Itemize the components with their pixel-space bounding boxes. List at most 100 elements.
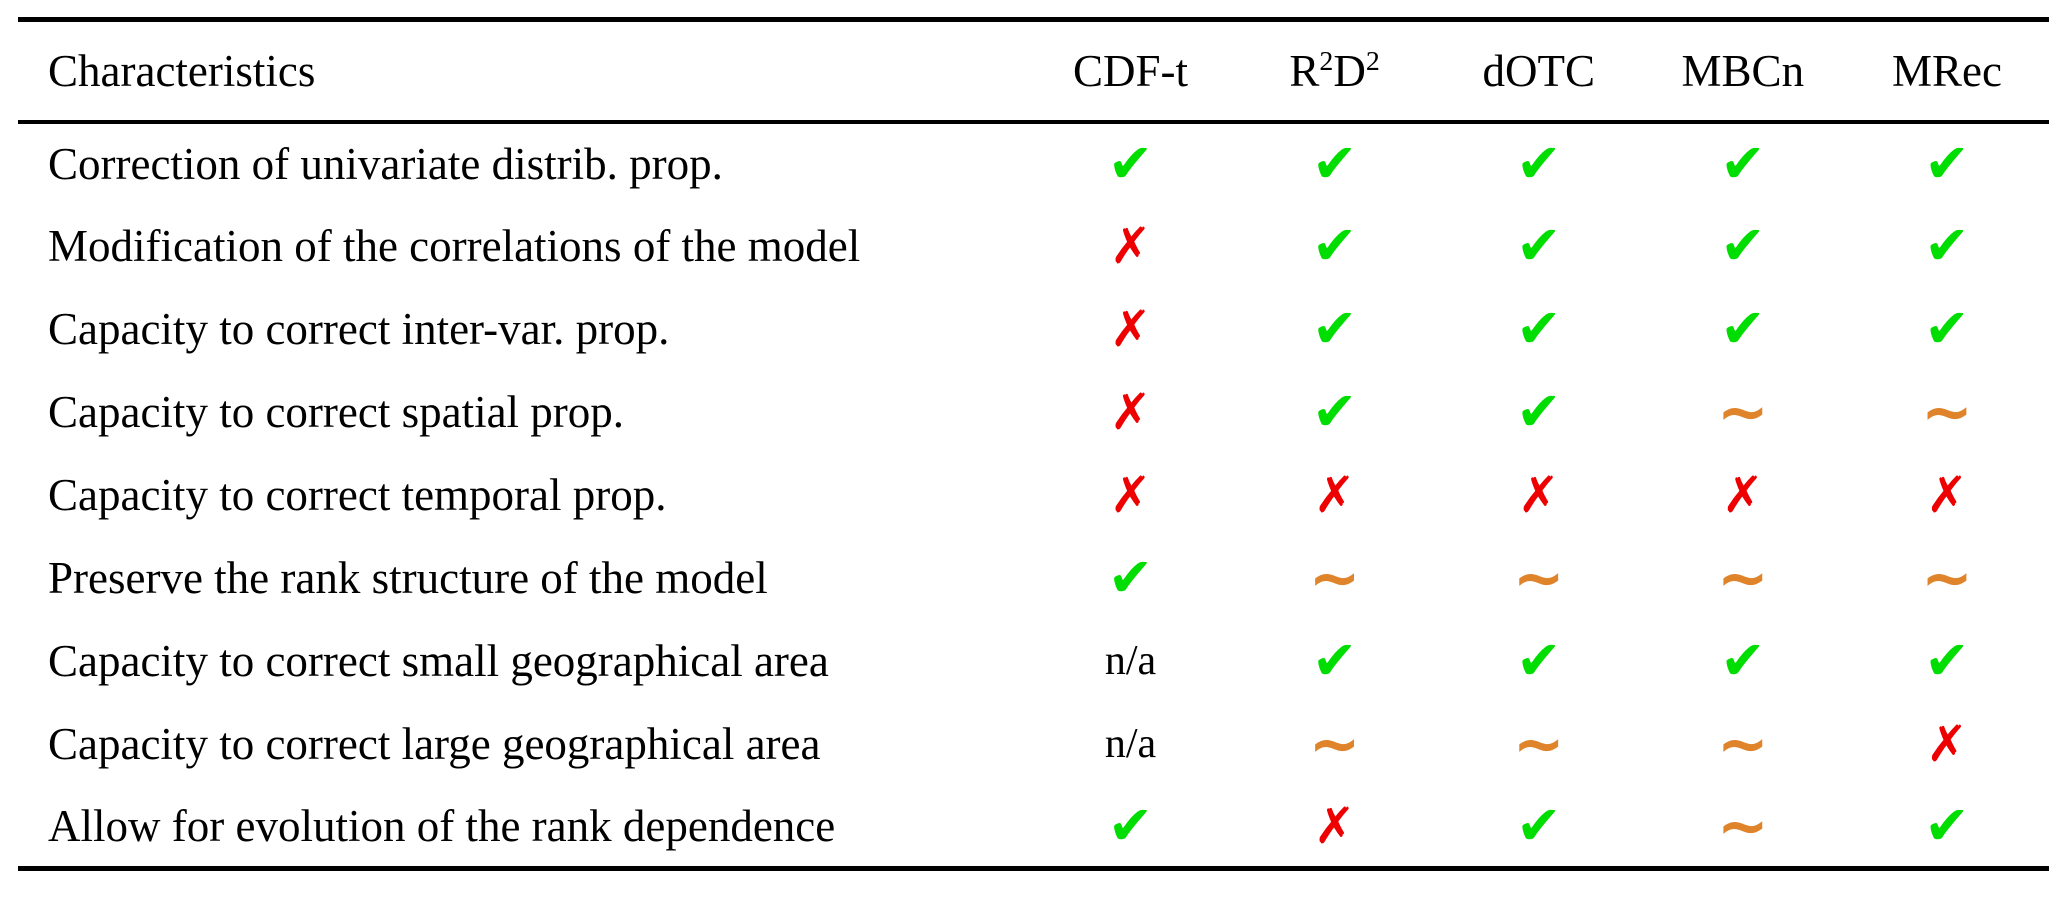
check-icon: ✔: [1516, 629, 1562, 692]
table-cell: ✔: [1437, 786, 1641, 869]
table-cell: ∼: [1233, 537, 1437, 620]
table-cell: ✔: [1845, 122, 2049, 205]
check-icon: ✔: [1720, 214, 1766, 277]
table-cell: ∼: [1641, 371, 1845, 454]
header-row: Characteristics CDF-t R2D2 dOTC MBCn MRec: [18, 19, 2049, 122]
table-cell: ✗: [1028, 371, 1232, 454]
table-cell: ✔: [1845, 205, 2049, 288]
table-cell: n/a: [1028, 620, 1232, 703]
table-cell: ∼: [1845, 371, 2049, 454]
table-row: Capacity to correct small geographical a…: [18, 620, 2049, 703]
table-cell: ✔: [1641, 620, 1845, 703]
table-cell: ✔: [1233, 288, 1437, 371]
table-cell: ✔: [1845, 288, 2049, 371]
table-cell: ✔: [1437, 205, 1641, 288]
cross-icon: ✗: [1721, 466, 1764, 524]
table-cell: ✗: [1845, 454, 2049, 537]
cross-icon: ✗: [1109, 383, 1152, 441]
row-label: Modification of the correlations of the …: [48, 221, 861, 271]
column-header-dotc: dOTC: [1482, 45, 1595, 96]
check-icon: ✔: [1516, 297, 1562, 360]
table-cell: ✗: [1028, 454, 1232, 537]
check-icon: ✔: [1516, 380, 1562, 443]
check-icon: ✔: [1924, 214, 1970, 277]
table-cell: ✔: [1641, 122, 1845, 205]
table-cell: ✔: [1028, 786, 1232, 869]
tilde-icon: ∼: [1512, 707, 1565, 780]
table-cell: ✗: [1845, 703, 2049, 786]
row-label: Capacity to correct temporal prop.: [48, 470, 667, 520]
check-icon: ✔: [1312, 214, 1358, 277]
table-cell: ✔: [1845, 786, 2049, 869]
cross-icon: ✗: [1313, 796, 1356, 855]
table-cell: ✔: [1233, 620, 1437, 703]
table-cell: ✔: [1641, 205, 1845, 288]
table-cell: ✔: [1437, 288, 1641, 371]
table-cell: ✔: [1437, 371, 1641, 454]
table-row: Allow for evolution of the rank dependen…: [18, 786, 2049, 869]
table-cell: ✗: [1641, 454, 1845, 537]
table-row: Modification of the correlations of the …: [18, 205, 2049, 288]
check-icon: ✔: [1924, 132, 1970, 195]
cross-icon: ✗: [1109, 300, 1152, 358]
table-cell: ✔: [1028, 537, 1232, 620]
column-header-mbcn: MBCn: [1681, 45, 1805, 96]
table-cell: ✗: [1233, 454, 1437, 537]
row-label: Capacity to correct large geographical a…: [48, 719, 821, 769]
table-cell: ∼: [1641, 703, 1845, 786]
column-header-cdf-t: CDF-t: [1073, 45, 1189, 96]
table-cell: ∼: [1233, 703, 1437, 786]
table-cell: ✔: [1641, 288, 1845, 371]
check-icon: ✔: [1107, 793, 1154, 857]
table-cell: ✔: [1233, 371, 1437, 454]
cross-icon: ✗: [1313, 466, 1356, 524]
tilde-icon: ∼: [1716, 707, 1769, 780]
cross-icon: ✗: [1925, 466, 1968, 524]
table-cell: ✗: [1437, 454, 1641, 537]
row-label: Capacity to correct inter-var. prop.: [48, 304, 670, 354]
table-row: Capacity to correct large geographical a…: [18, 703, 2049, 786]
tilde-icon: ∼: [1308, 707, 1361, 780]
table-cell: ✔: [1845, 620, 2049, 703]
table-cell: ∼: [1437, 703, 1641, 786]
tilde-icon: ∼: [1920, 375, 1973, 448]
row-label: Allow for evolution of the rank dependen…: [48, 800, 836, 851]
cross-icon: ✗: [1109, 466, 1152, 524]
check-icon: ✔: [1312, 132, 1358, 195]
table-body: Correction of univariate distrib. prop. ✔…: [18, 122, 2049, 869]
tilde-icon: ∼: [1716, 375, 1769, 448]
table-row: Capacity to correct spatial prop. ✗ ✔ ✔ ∼ ∼: [18, 371, 2049, 454]
tilde-icon: ∼: [1308, 541, 1361, 614]
table-cell: ∼: [1437, 537, 1641, 620]
table-cell: ✔: [1233, 205, 1437, 288]
table-row: Capacity to correct temporal prop. ✗ ✗ ✗ ✗ ✗: [18, 454, 2049, 537]
table-row: Preserve the rank structure of the model…: [18, 537, 2049, 620]
na-text: n/a: [1104, 721, 1157, 767]
paper-table-page: { "table": { "header": { "row_label": "C…: [0, 17, 2067, 908]
characteristics-column-header: Characteristics: [48, 45, 316, 96]
check-icon: ✔: [1720, 132, 1766, 195]
table-row: Correction of univariate distrib. prop. ✔…: [18, 122, 2049, 205]
na-text: n/a: [1104, 638, 1157, 684]
table-cell: ✗: [1028, 205, 1232, 288]
check-icon: ✔: [1516, 132, 1562, 195]
method-comparison-table: Characteristics CDF-t R2D2 dOTC MBCn MRec Co…: [18, 17, 2049, 871]
table-cell: ✔: [1437, 122, 1641, 205]
check-icon: ✔: [1924, 793, 1970, 857]
cross-icon: ✗: [1925, 715, 1968, 773]
cross-icon: ✗: [1517, 466, 1560, 524]
table-cell: n/a: [1028, 703, 1232, 786]
table-cell: ∼: [1845, 537, 2049, 620]
check-icon: ✔: [1924, 629, 1970, 692]
check-icon: ✔: [1720, 297, 1766, 360]
check-icon: ✔: [1312, 297, 1358, 360]
row-label: Preserve the rank structure of the model: [48, 553, 768, 603]
tilde-icon: ∼: [1512, 541, 1565, 614]
check-icon: ✔: [1720, 629, 1766, 692]
table-cell: ∼: [1641, 537, 1845, 620]
tilde-icon: ∼: [1920, 541, 1973, 614]
row-label: Capacity to correct small geographical a…: [48, 636, 829, 686]
table-row: Capacity to correct inter-var. prop. ✗ ✔ ✔ ✔…: [18, 288, 2049, 371]
table-cell: ✗: [1028, 288, 1232, 371]
table-cell: ✔: [1437, 620, 1641, 703]
